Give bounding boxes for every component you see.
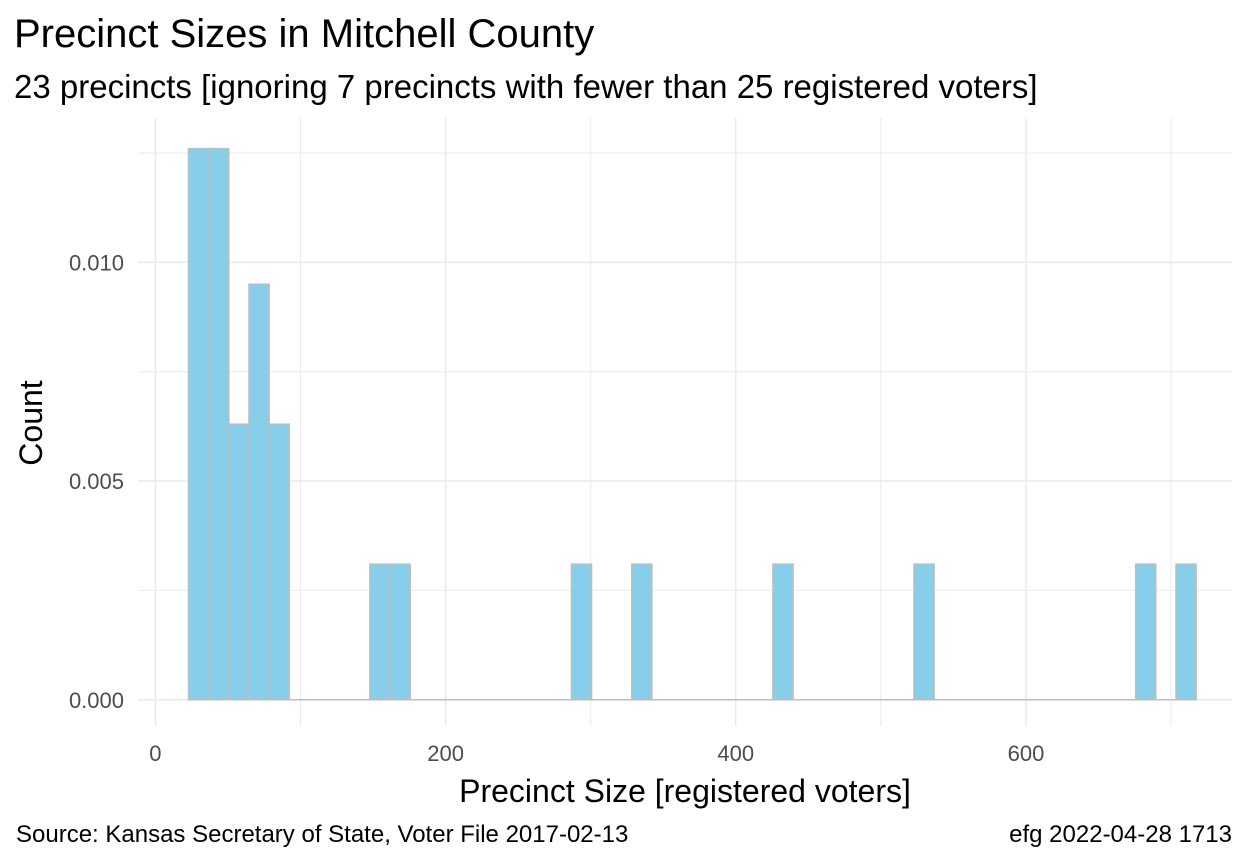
histogram-bar: [631, 563, 653, 701]
y-tick-label: 0.010: [69, 250, 124, 275]
x-tick-label: 0: [149, 741, 161, 766]
histogram-bar: [187, 147, 210, 701]
source-caption: Source: Kansas Secretary of State, Voter…: [16, 821, 629, 848]
histogram-bar: [248, 283, 270, 701]
y-axis-title: Count: [13, 380, 49, 466]
grid-layer: [138, 118, 1232, 726]
histogram-bar: [913, 563, 935, 701]
histogram-bar: [268, 423, 291, 701]
x-tick-labels: 0 200 400 600: [149, 741, 1044, 766]
histogram-bar: [1175, 563, 1197, 701]
histogram-bar: [369, 563, 391, 701]
x-axis-title: Precinct Size [registered voters]: [459, 773, 911, 809]
histogram-bar: [1134, 563, 1157, 701]
x-tick-label: 200: [427, 741, 464, 766]
histogram-bar: [228, 423, 250, 701]
histogram-bar: [772, 563, 794, 701]
x-tick-label: 400: [717, 741, 754, 766]
y-tick-labels: 0.000 0.005 0.010: [69, 250, 124, 712]
author-caption: efg 2022-04-28 1713: [1009, 821, 1232, 848]
y-tick-label: 0.005: [69, 469, 124, 494]
chart-title: Precinct Sizes in Mitchell County: [14, 12, 595, 56]
histogram-bar: [207, 147, 230, 701]
y-tick-label: 0.000: [69, 688, 124, 713]
bars-layer: [187, 147, 1197, 701]
chart-subtitle: 23 precincts [ignoring 7 precincts with …: [14, 68, 1038, 105]
histogram-bar: [570, 563, 593, 701]
histogram-bar: [389, 563, 411, 701]
x-tick-label: 600: [1008, 741, 1045, 766]
